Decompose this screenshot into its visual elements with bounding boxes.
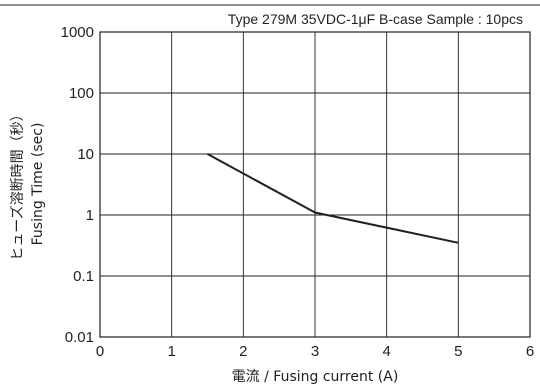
x-tick-label-2: 2 [239, 343, 247, 360]
series-group [207, 153, 459, 244]
x-tick-label-1: 1 [167, 343, 175, 360]
grid-lines [100, 32, 530, 337]
y-tick-label-1: 100 [69, 85, 94, 102]
y-tick-label-3: 1 [86, 207, 94, 224]
y-axis-label-jp: ヒューズ溶断時間（秒） [10, 107, 26, 260]
y-tick-labels: 1000 100 10 1 0.1 0.01 [61, 24, 94, 346]
series-line-0 [207, 153, 459, 244]
y-tick-label-4: 0.1 [73, 268, 94, 285]
x-tick-label-4: 4 [382, 343, 390, 360]
x-axis-label: 電流 / Fusing current (A) [232, 369, 399, 385]
y-tick-label-0: 1000 [61, 24, 94, 41]
x-tick-label-5: 5 [454, 343, 462, 360]
x-tick-label-6: 6 [526, 343, 534, 360]
y-tick-label-2: 10 [77, 146, 94, 163]
x-tick-labels: 0 1 2 3 4 5 6 [96, 343, 534, 360]
y-tick-label-5: 0.01 [65, 329, 94, 346]
y-axis-label-en: Fusing Time (sec) [30, 123, 46, 246]
chart-title: Type 279M 35VDC-1μF B-case Sample : 10pc… [228, 11, 523, 27]
x-tick-label-0: 0 [96, 343, 104, 360]
x-tick-label-3: 3 [311, 343, 319, 360]
